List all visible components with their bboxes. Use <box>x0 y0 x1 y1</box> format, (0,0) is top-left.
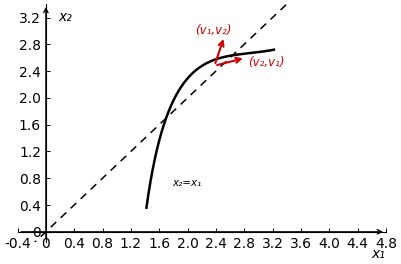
Text: x₂=x₁: x₂=x₁ <box>172 178 201 188</box>
Text: x₂: x₂ <box>59 10 73 23</box>
Text: (v₂,v₁): (v₂,v₁) <box>249 56 285 69</box>
Text: x₁: x₁ <box>372 247 386 261</box>
Text: (v₁,v₂): (v₁,v₂) <box>194 23 231 37</box>
